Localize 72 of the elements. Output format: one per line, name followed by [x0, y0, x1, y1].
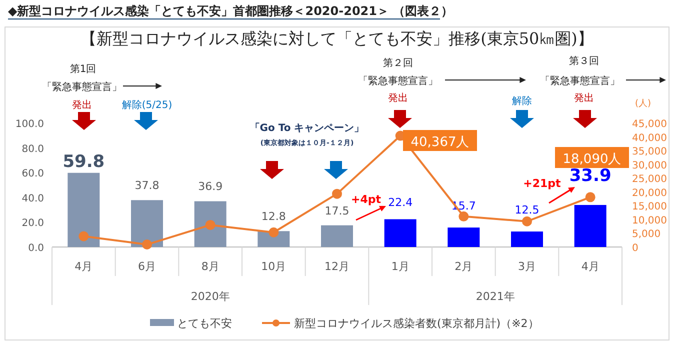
x-tick-label: 3月	[518, 260, 536, 273]
bar	[448, 228, 480, 247]
bar	[131, 200, 163, 247]
data-label: 12.5	[514, 204, 540, 216]
legend-label: 新型コロナウイルス感染者数(東京都月計)（※2）	[294, 317, 539, 330]
y-tick-label: 60.0	[22, 168, 44, 180]
bar	[574, 204, 606, 247]
data-label: 17.5	[324, 204, 350, 218]
y2-tick-label: 20,000	[632, 188, 667, 199]
data-label: 40,367人	[410, 135, 470, 150]
bar	[68, 172, 100, 247]
y2-tick-label: 30,000	[632, 160, 667, 172]
y-tick-label: 40.0	[22, 193, 44, 204]
x-tick-label: 6月	[138, 260, 156, 273]
bar	[511, 232, 543, 247]
data-label: 36.9	[198, 180, 223, 194]
y2-tick-label: 10,000	[632, 215, 667, 226]
text: 「緊急事態宣言」	[358, 75, 438, 87]
text: 第３回	[569, 55, 599, 67]
text: 「緊急事態宣言」	[540, 75, 620, 87]
y-tick-label: 20.0	[22, 218, 44, 230]
bar	[384, 219, 416, 247]
data-label: 59.8	[62, 152, 105, 172]
x-tick-label: 12月	[324, 260, 350, 273]
x-tick-label: 1月	[391, 260, 410, 273]
point	[585, 192, 596, 202]
text: 解除	[512, 95, 532, 107]
annotation: 「Go To キャンペーン」	[250, 122, 364, 134]
text: 解除(5/25)	[122, 99, 172, 111]
x-tick-label: 10月	[261, 260, 286, 273]
y2-tick-label: 5,000	[632, 229, 661, 240]
point	[205, 220, 216, 230]
y-tick-label: 100.0	[15, 119, 44, 130]
chart-subtitle: 【新型コロナウイルス感染に対して「とても不安」推移(東京50㎞圏)】	[80, 29, 594, 48]
x-tick-label: 4月	[581, 260, 600, 273]
y2-tick-label: 40,000	[632, 132, 667, 144]
bar	[194, 201, 226, 247]
y2-tick-label: 25,000	[632, 174, 667, 186]
x-tick-label: 4月	[74, 260, 93, 273]
text: 第1回	[70, 63, 96, 75]
y2-tick-label: 35,000	[632, 146, 667, 158]
annotation: +4pt	[350, 193, 382, 206]
x-tick-label: 2月	[454, 260, 473, 273]
annotation: +21pt	[523, 177, 561, 190]
data-label: 18,090人	[562, 152, 622, 167]
text: 第２回	[383, 57, 413, 69]
text: 「緊急事態宣言」	[42, 81, 122, 93]
y2-tick-label: 0	[632, 243, 638, 254]
bar	[321, 225, 353, 247]
y2-tick-label: 15,000	[632, 202, 667, 213]
text: 発出	[72, 99, 92, 111]
data-label: 37.8	[134, 179, 160, 192]
data-label: 33.9	[569, 166, 612, 186]
y-tick-label: 80.0	[22, 144, 44, 155]
y2-axis-title: (人)	[634, 98, 652, 109]
point	[522, 216, 532, 226]
y2-tick-label: 45,000	[632, 119, 667, 130]
text: 発出	[388, 92, 408, 104]
point	[78, 231, 89, 242]
point	[332, 188, 342, 199]
data-label: 22.4	[388, 196, 413, 210]
text: 2020年	[190, 290, 230, 303]
point	[142, 240, 152, 250]
text: 発出	[574, 92, 594, 104]
x-tick-label: 8月	[201, 260, 220, 273]
legend-label: とても不安	[177, 317, 232, 330]
point	[458, 211, 469, 222]
point	[268, 227, 279, 238]
y-tick-label: 0.0	[28, 243, 44, 254]
text: 2021年	[476, 290, 515, 303]
chart-title: ◆新型コロナウイルス感染「とても不安」首都圏推移＜2020-2021＞ （図表２）	[8, 4, 454, 18]
data-label: 12.8	[261, 210, 286, 224]
